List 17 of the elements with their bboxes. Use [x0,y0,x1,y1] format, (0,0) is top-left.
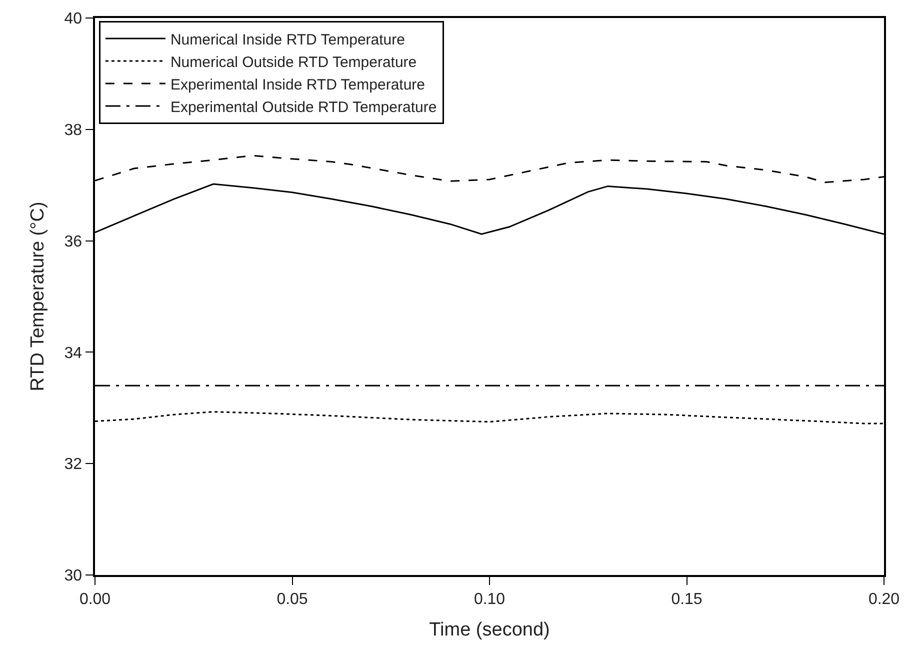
legend-label: Experimental Outside RTD Temperature [170,98,437,116]
x-tick-label: 0.00 [79,590,111,608]
legend-label: Numerical Outside RTD Temperature [170,54,417,71]
x-tick-label: 0.05 [276,590,308,608]
x-tick-label: 0.20 [868,590,900,608]
x-tick-label: 0.10 [474,590,506,608]
y-tick-label: 36 [64,233,82,250]
y-tick-label: 32 [64,456,82,474]
y-tick-label: 40 [64,10,82,28]
legend-label: Numerical Inside RTD Temperature [170,31,405,48]
x-tick-label: 0.15 [671,590,702,608]
legend-label: Experimental Inside RTD Temperature [170,76,426,94]
x-axis-title: Time (second) [429,619,550,640]
y-tick-label: 30 [64,568,82,585]
y-axis-title: RTD Temperature (°C) [28,202,49,392]
y-tick-label: 34 [64,344,82,362]
y-tick-label: 38 [64,122,82,139]
